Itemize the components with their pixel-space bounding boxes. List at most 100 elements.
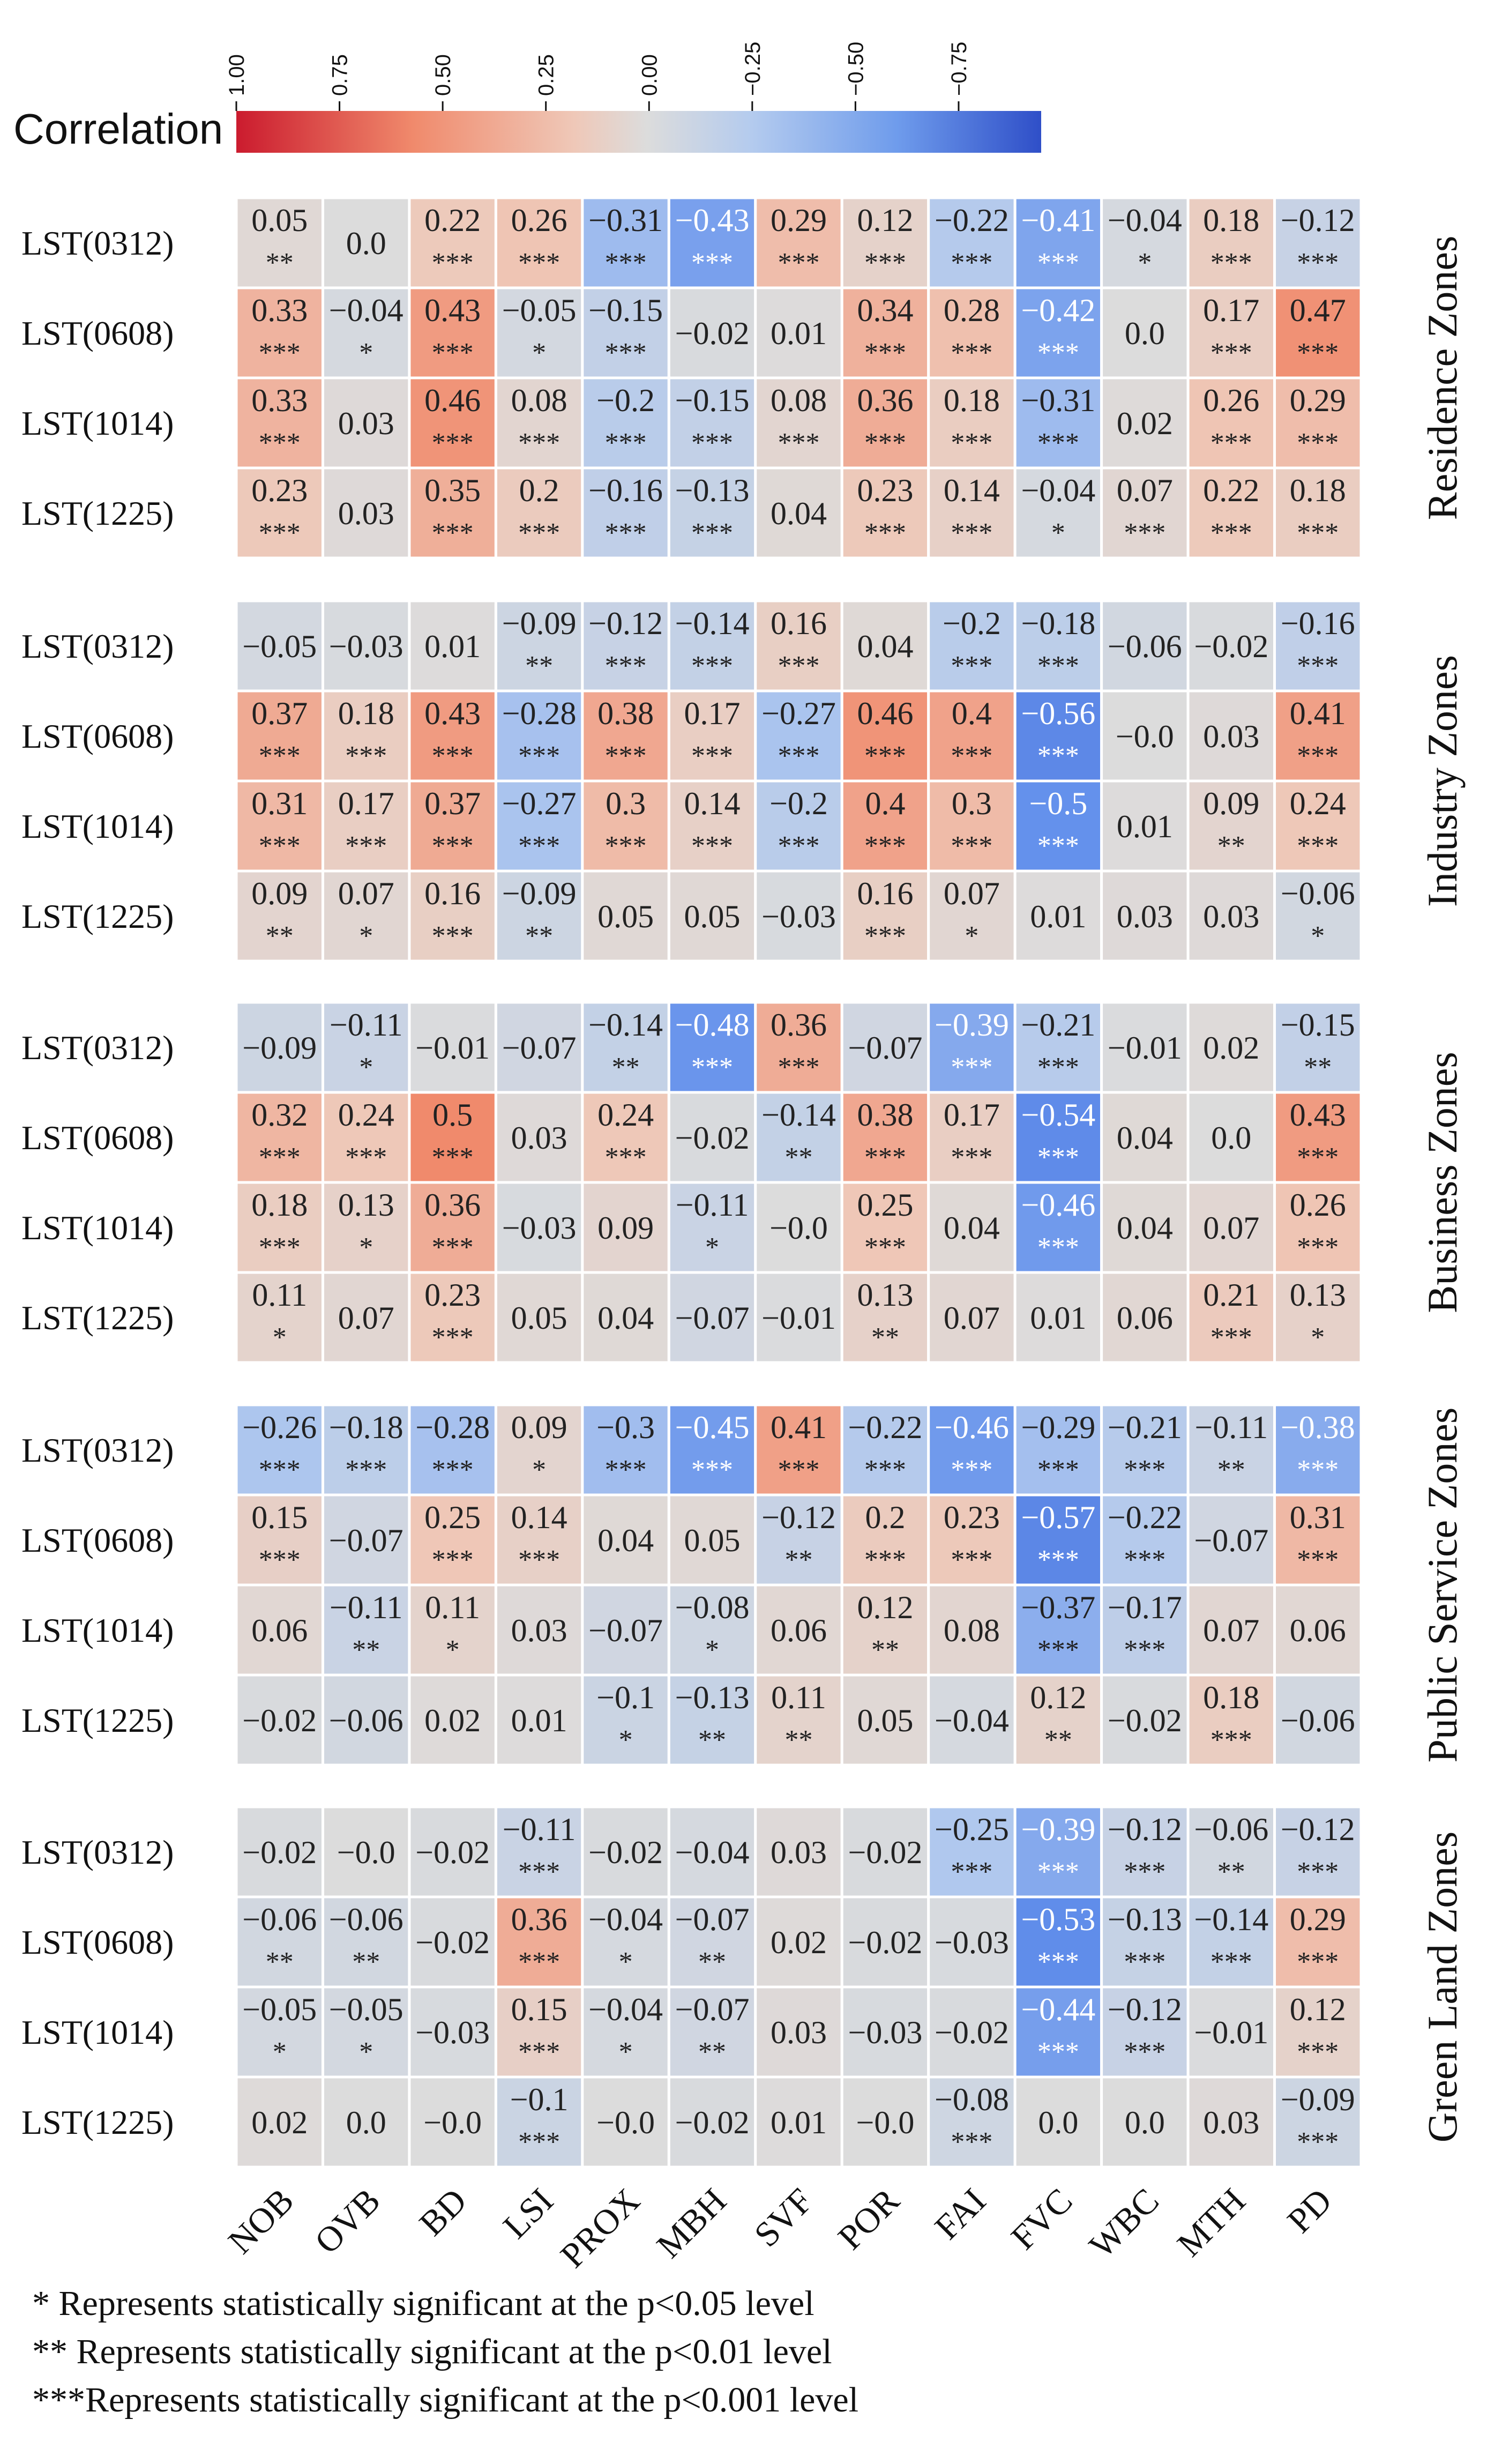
cell-value-label: −0.09 [1281, 2082, 1355, 2117]
cell-value-label: 0.01 [424, 629, 481, 664]
cell-value-label: −0.22 [848, 1410, 923, 1445]
cell-significance-label: ** [1217, 1857, 1245, 1887]
cell-significance-label: *** [864, 1142, 906, 1173]
cell-value-label: −0.07 [675, 1300, 750, 1336]
cell-significance-label: *** [1297, 651, 1339, 681]
cell-value-label: −0.45 [675, 1410, 750, 1445]
heatmap-cell [494, 2075, 584, 2169]
cell-significance-label: * [359, 1052, 373, 1083]
row-label: LST(0312) [21, 1029, 174, 1067]
cell-significance-label: *** [778, 741, 820, 771]
cell-value-label: 0.07 [1203, 1210, 1259, 1246]
heatmap-cell [840, 779, 930, 873]
colorbar-ticks: 1.00 0.75 0.50 0.25 0.00 −0.25 −0.50 −0.75 [225, 42, 971, 111]
cell-significance-label: *** [691, 651, 733, 681]
cell-significance-label: *** [605, 831, 647, 861]
heatmap-cell [1100, 1181, 1190, 1274]
heatmap-cell [754, 1091, 843, 1184]
cell-value-label: 0.31 [1290, 1500, 1346, 1535]
heatmap-cell [408, 1091, 497, 1184]
column-label: FVC [1004, 2181, 1080, 2257]
heatmap-cell [408, 1583, 497, 1677]
cell-value-label: −0.28 [415, 1410, 490, 1445]
heatmap-cell [235, 599, 324, 693]
footnote-text: Represents statistically significant at … [68, 2332, 832, 2371]
row-label: LST(1225) [21, 1701, 174, 1739]
cell-significance-label: *** [432, 428, 474, 458]
cell-value-label: 0.38 [597, 696, 654, 731]
cell-value-label: −0.17 [1108, 1590, 1182, 1625]
cell-significance-label: *** [951, 248, 992, 278]
cell-value-label: 0.08 [511, 383, 567, 418]
cell-value-label: 0.11 [425, 1590, 480, 1625]
cell-significance-label: *** [951, 2127, 992, 2157]
heatmap-cell [927, 869, 1017, 963]
heatmap-cell [1186, 1805, 1276, 1899]
cell-significance-label: *** [864, 518, 906, 548]
cell-significance-label: ** [1044, 1725, 1072, 1755]
heatmap-cell [581, 286, 670, 379]
cell-value-label: 0.2 [865, 1500, 905, 1535]
cell-value-label: 0.01 [1117, 809, 1173, 844]
heatmap-cell [1013, 466, 1103, 560]
cell-value-label: 0.12 [857, 1590, 913, 1625]
heatmap-cell [1013, 599, 1103, 693]
cell-value-label: −0.14 [1194, 1902, 1268, 1937]
heatmap-cell [1186, 1985, 1276, 2079]
cell-value-label: 0.17 [1203, 293, 1259, 328]
cell-value-label: 0.03 [1203, 719, 1259, 754]
cell-value-label: −0.22 [935, 203, 1009, 238]
cell-value-label: −0.21 [1108, 1410, 1182, 1445]
heatmap-cell [840, 1403, 930, 1497]
heatmap-cell [667, 1895, 757, 1989]
cell-significance-label: *** [1037, 248, 1079, 278]
heatmap-cell [667, 1271, 757, 1364]
cell-value-label: −0.12 [761, 1500, 836, 1535]
cell-significance-label: *** [691, 248, 733, 278]
heatmap-cell [667, 2075, 757, 2169]
cell-significance-label: *** [432, 831, 474, 861]
cell-value-label: −0.01 [1194, 2015, 1268, 2050]
cell-value-label: −0.04 [1108, 203, 1182, 238]
cell-value-label: 0.05 [251, 203, 308, 238]
cell-significance-label: *** [1297, 428, 1339, 458]
cell-value-label: 0.06 [1117, 1300, 1173, 1336]
cell-value-label: 0.06 [1290, 1613, 1346, 1648]
heatmap-cell [667, 196, 757, 289]
heatmap-cell [667, 869, 757, 963]
cell-value-label: −0.05 [502, 293, 577, 328]
column-label: SVF [747, 2181, 820, 2254]
cell-value-label: −0.02 [675, 316, 750, 351]
row-labels: LST(0312) LST(0608) LST(1014) LST(1225) LST(… [21, 224, 174, 2141]
cell-value-label: 0.0 [346, 2105, 386, 2140]
cell-value-label: 0.06 [251, 1613, 308, 1648]
column-label: FAI [928, 2181, 993, 2247]
heatmap-cell [235, 286, 324, 379]
heatmap-cell [408, 1985, 497, 2079]
cell-value-label: −0.46 [1021, 1187, 1095, 1223]
cell-value-label: 0.07 [1203, 1613, 1259, 1648]
heatmap-cell [321, 1493, 411, 1587]
cell-significance-label: *** [951, 1857, 992, 1887]
heatmap-cell [667, 1181, 757, 1274]
cell-significance-label: *** [432, 1322, 474, 1353]
heatmap-cell [321, 2075, 411, 2169]
cell-value-label: −0.06 [1108, 629, 1182, 664]
cell-value-label: −0.08 [935, 2082, 1009, 2117]
heatmap-cell [1273, 599, 1363, 693]
cell-value-label: 0.2 [519, 473, 559, 508]
cell-value-label: −0.11 [676, 1187, 749, 1223]
cell-value-label: 0.16 [424, 876, 481, 911]
column-label: WBC [1082, 2181, 1167, 2266]
cell-significance-label: *** [1210, 428, 1252, 458]
cell-significance-label: *** [1037, 651, 1079, 681]
cell-significance-label: * [273, 2037, 287, 2067]
heatmap-cell [1013, 2075, 1103, 2169]
cell-significance-label: *** [518, 1947, 560, 1977]
cell-value-label: 0.03 [511, 1613, 567, 1648]
cell-significance-label: * [359, 2037, 373, 2067]
cell-value-label: −0.3 [596, 1410, 655, 1445]
heatmap-cell [1100, 1895, 1190, 1989]
cell-value-label: −0.16 [588, 473, 663, 508]
